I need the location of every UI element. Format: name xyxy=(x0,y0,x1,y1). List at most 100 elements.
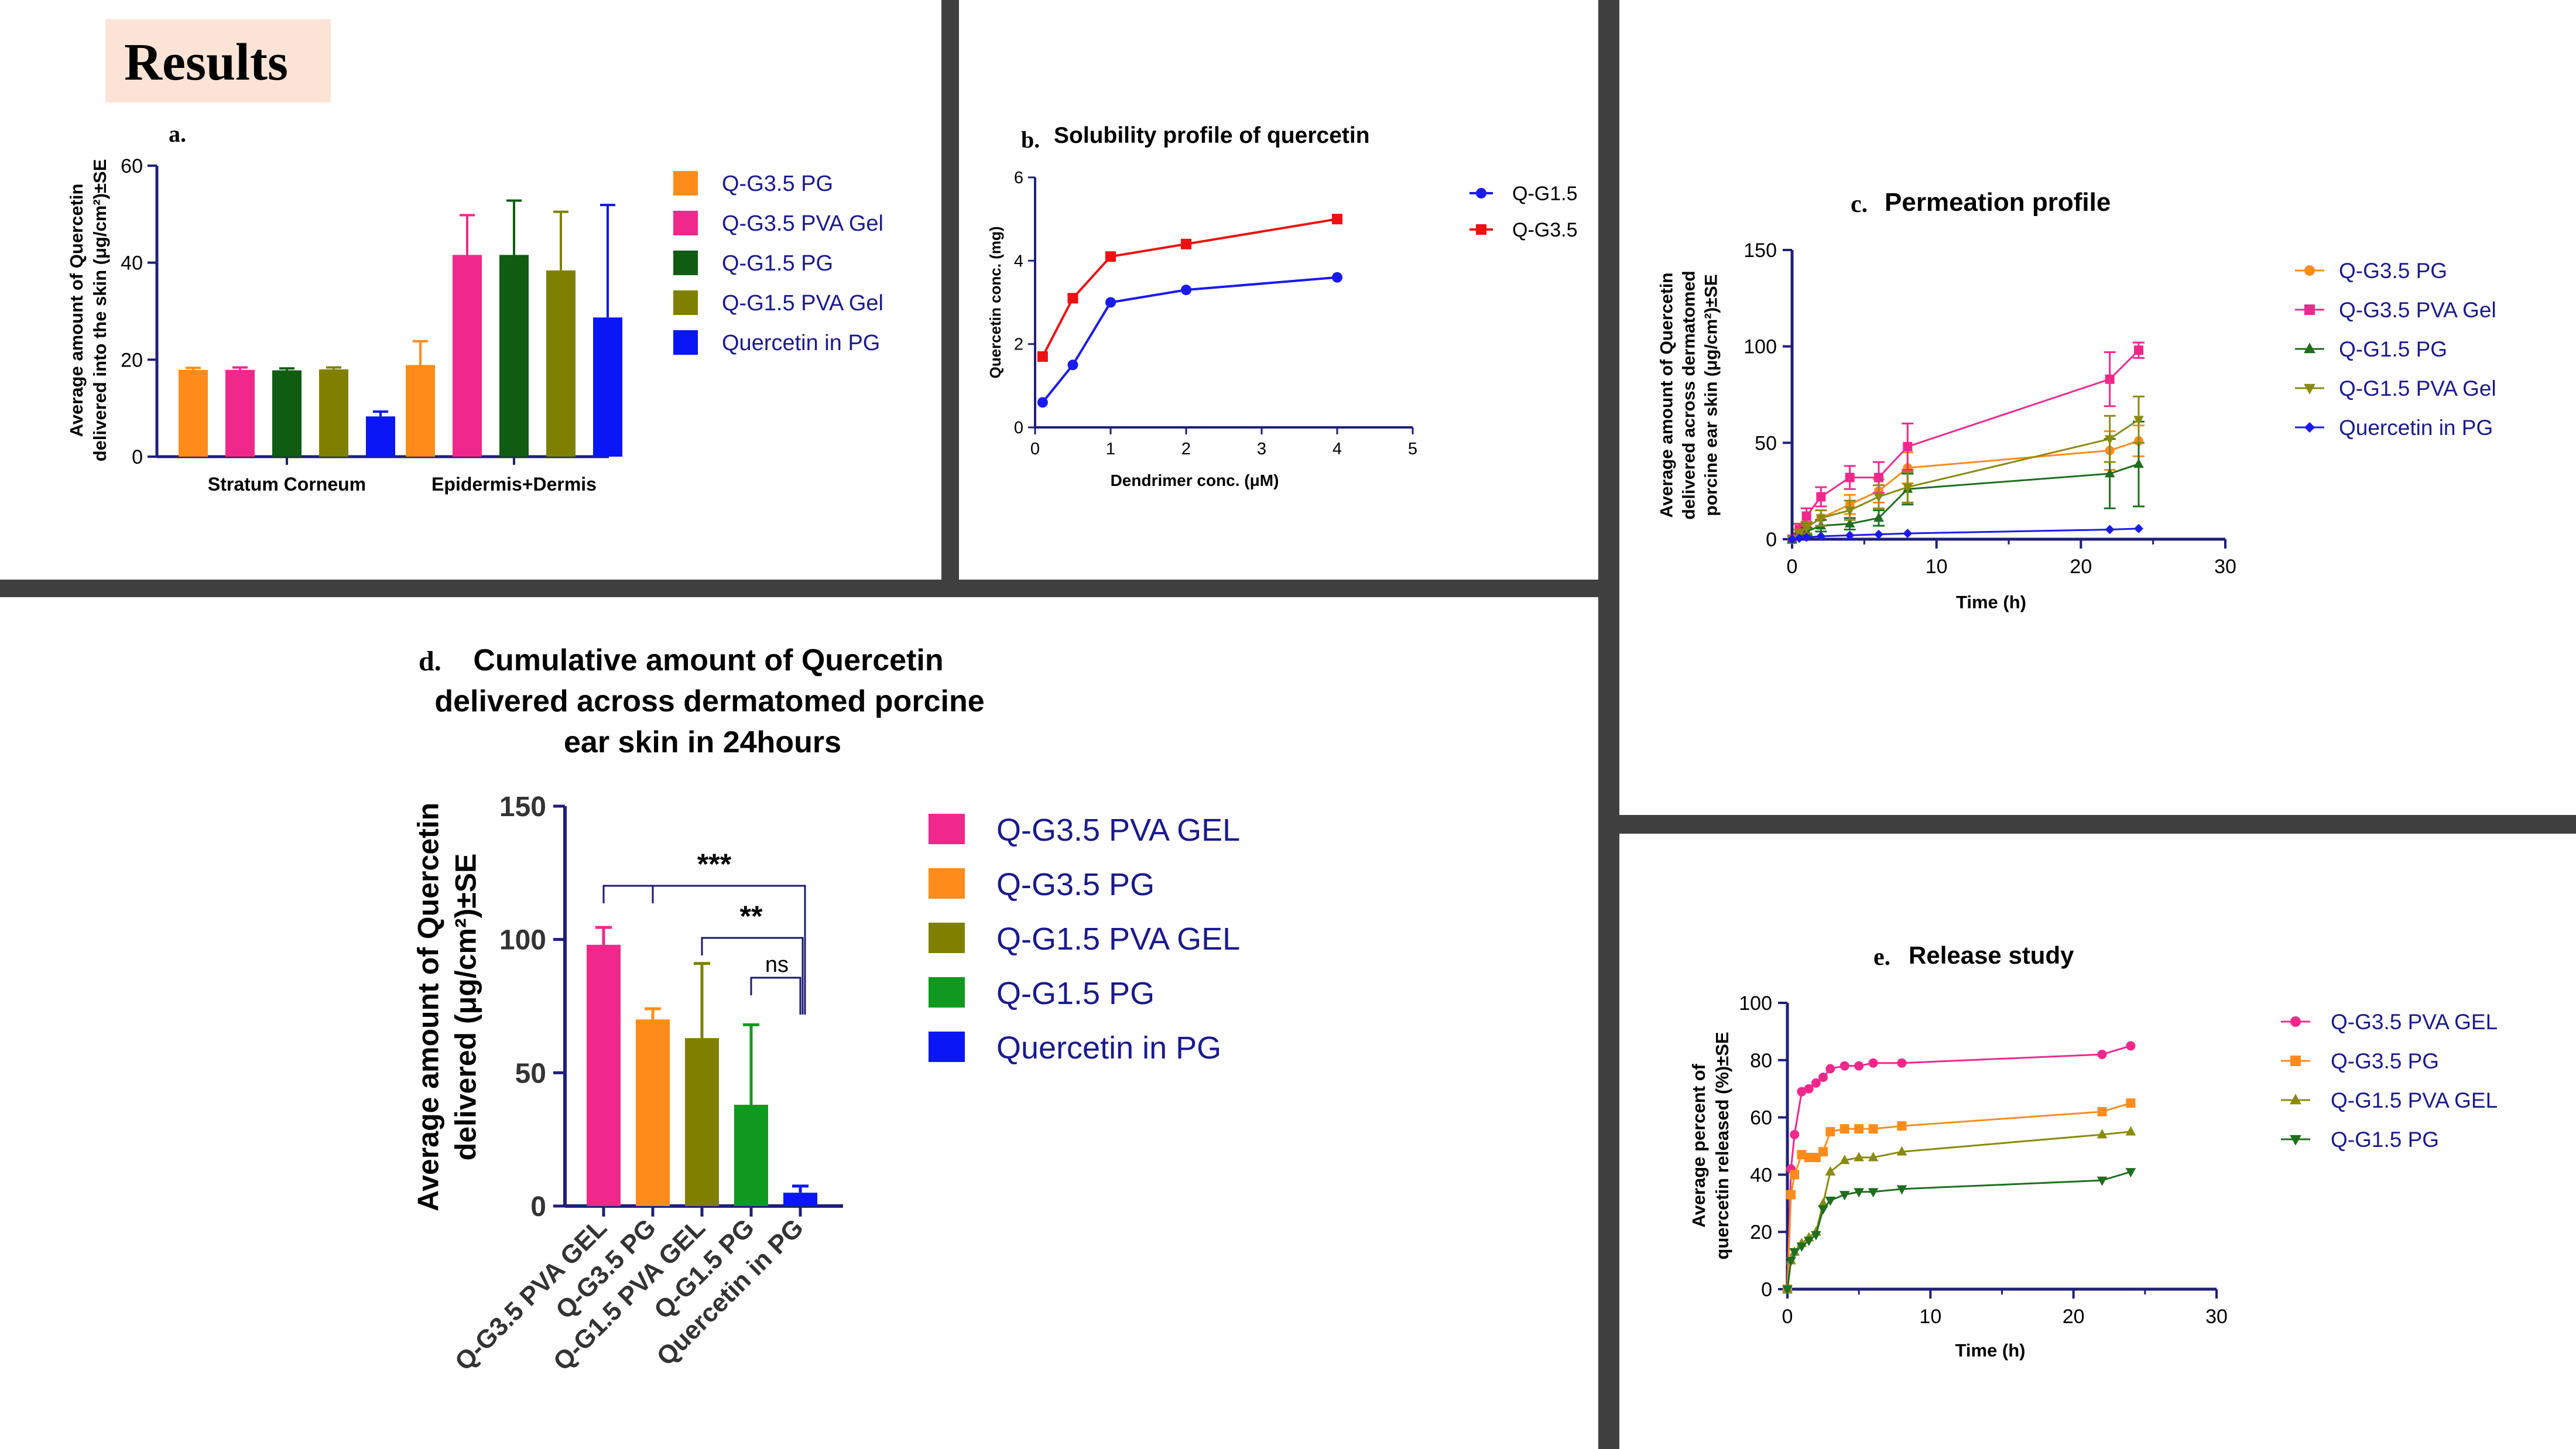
data-point xyxy=(1873,493,1884,503)
data-point xyxy=(1801,532,1811,542)
data-point xyxy=(1332,214,1342,225)
significance-bracket xyxy=(750,977,801,1015)
chart-panel-e: e. Release study 0 20 40 60 80 100 0 10 20 30 Time (… xyxy=(1619,834,2576,1449)
y-axis-label: Quercetin conc. (mg) xyxy=(986,226,1004,378)
bar xyxy=(453,255,482,457)
data-point xyxy=(1181,238,1191,249)
y-tick-label: 100 xyxy=(1739,992,1772,1015)
chart-panel-d: d. Cumulative amount of Quercetin delivere… xyxy=(0,597,1597,1449)
x-tick-label: 0 xyxy=(1787,556,1798,578)
chart-c-svg: c. Permeation profile 0 50 100 150 0 10 20 30 Time… xyxy=(1657,188,2496,612)
data-point xyxy=(1844,518,1855,528)
bar xyxy=(406,365,435,457)
chart-title: delivered across dermatomed porcine xyxy=(434,684,984,718)
data-point xyxy=(2097,1129,2108,1139)
y-tick-label: 60 xyxy=(121,155,143,177)
y-tick-label: 80 xyxy=(1750,1050,1772,1072)
legend-swatch xyxy=(673,171,698,196)
data-point xyxy=(1801,511,1811,521)
panel-letter: a. xyxy=(169,121,186,147)
data-point xyxy=(1786,1190,1796,1200)
y-tick-label: 40 xyxy=(121,252,143,275)
y-tick-label: 100 xyxy=(499,925,546,956)
bar xyxy=(225,369,255,457)
bar xyxy=(546,270,576,457)
x-tick-label: 10 xyxy=(1919,1306,1941,1328)
x-tick-label: 5 xyxy=(1408,440,1417,458)
bar xyxy=(272,370,302,457)
legend-swatch xyxy=(929,977,965,1008)
series-line xyxy=(1786,1171,2131,1290)
y-axis-label: delivered (μg/cm²)±SE xyxy=(450,854,482,1161)
data-point xyxy=(1854,1061,1864,1071)
data-point xyxy=(2097,1107,2107,1116)
legend-marker xyxy=(2304,422,2315,433)
panel-letter: c. xyxy=(1851,191,1868,218)
data-point xyxy=(2105,374,2115,384)
data-point xyxy=(2104,435,2115,445)
data-point xyxy=(1845,530,1855,540)
data-point xyxy=(1818,1147,1828,1157)
x-tick-label: 2 xyxy=(1181,440,1191,458)
significance-bracket xyxy=(602,885,806,1015)
data-point xyxy=(1786,1256,1796,1266)
data-point xyxy=(1797,1087,1807,1097)
chart-d-svg: d. Cumulative amount of Quercetin delivere… xyxy=(412,643,1241,1376)
legend-swatch xyxy=(929,923,965,953)
data-point xyxy=(1067,359,1078,371)
chart-a-svg: a. 0 20 40 60 Stratum Corneum Epidermis+Dermis… xyxy=(66,121,883,495)
data-point xyxy=(1797,1150,1807,1160)
chart-panel-a: a. 0 20 40 60 Stratum Corneum Epidermis+Dermis… xyxy=(0,0,937,580)
x-axis-label: Dendrimer conc. (μM) xyxy=(1111,471,1279,489)
bar xyxy=(319,369,348,457)
legend-marker xyxy=(1476,188,1486,198)
data-point xyxy=(1854,1188,1864,1198)
chart-title: Release study xyxy=(1909,941,2074,969)
divider-top-horizontal xyxy=(0,580,1598,597)
legend-marker xyxy=(2290,1016,2301,1027)
data-point xyxy=(1818,1205,1828,1215)
data-point xyxy=(1845,472,1855,482)
panel-letter: b. xyxy=(1021,126,1040,153)
data-point xyxy=(1037,351,1048,362)
legend-label: Q-G1.5 xyxy=(1512,183,1577,205)
data-point xyxy=(2125,1126,2136,1136)
data-point xyxy=(1868,1058,1878,1068)
data-point xyxy=(1801,523,1812,533)
y-axis-label-group: Quercetin conc. (mg) xyxy=(986,226,1004,378)
data-point xyxy=(2126,1098,2136,1108)
x-tick-label: 1 xyxy=(1106,440,1115,458)
data-point xyxy=(1873,512,1884,522)
y-axis-label-group: Average percent of quercetin released (%)… xyxy=(1688,1032,1732,1259)
bar xyxy=(734,1104,768,1206)
legend-swatch xyxy=(673,211,698,235)
data-point xyxy=(1803,1236,1814,1246)
y-axis-label: porcine ear skin (μg/cm²)±SE xyxy=(1702,274,1721,516)
significance-label: *** xyxy=(697,848,732,881)
legend-swatch xyxy=(929,814,965,844)
y-tick-label: 20 xyxy=(121,349,143,371)
legend-label: Quercetin in PG xyxy=(722,331,880,355)
legend-label: Q-G1.5 PG xyxy=(722,251,833,276)
data-point xyxy=(1839,1155,1850,1164)
x-tick-label: 4 xyxy=(1332,440,1342,458)
y-axis-label: delivered across dermatomed xyxy=(1680,270,1699,519)
bar xyxy=(499,255,529,457)
data-point xyxy=(1105,251,1116,262)
data-point xyxy=(1839,1191,1850,1201)
bar xyxy=(366,416,395,457)
legend-label: Q-G1.5 PVA Gel xyxy=(2339,376,2496,400)
data-point xyxy=(1105,297,1116,308)
legend-swatch xyxy=(929,1032,965,1062)
legend-marker xyxy=(2304,383,2315,395)
legend-marker xyxy=(1476,224,1486,235)
x-axis-label: Time (h) xyxy=(1956,592,2026,612)
y-tick-label: 60 xyxy=(1750,1107,1772,1129)
y-tick-label: 0 xyxy=(1761,1279,1772,1301)
y-tick-label: 2 xyxy=(1014,335,1023,354)
data-point xyxy=(1818,1073,1828,1083)
data-point xyxy=(1811,1153,1821,1163)
series-line xyxy=(1791,419,2139,540)
legend-marker xyxy=(2304,265,2315,276)
legend-swatch xyxy=(673,330,698,355)
